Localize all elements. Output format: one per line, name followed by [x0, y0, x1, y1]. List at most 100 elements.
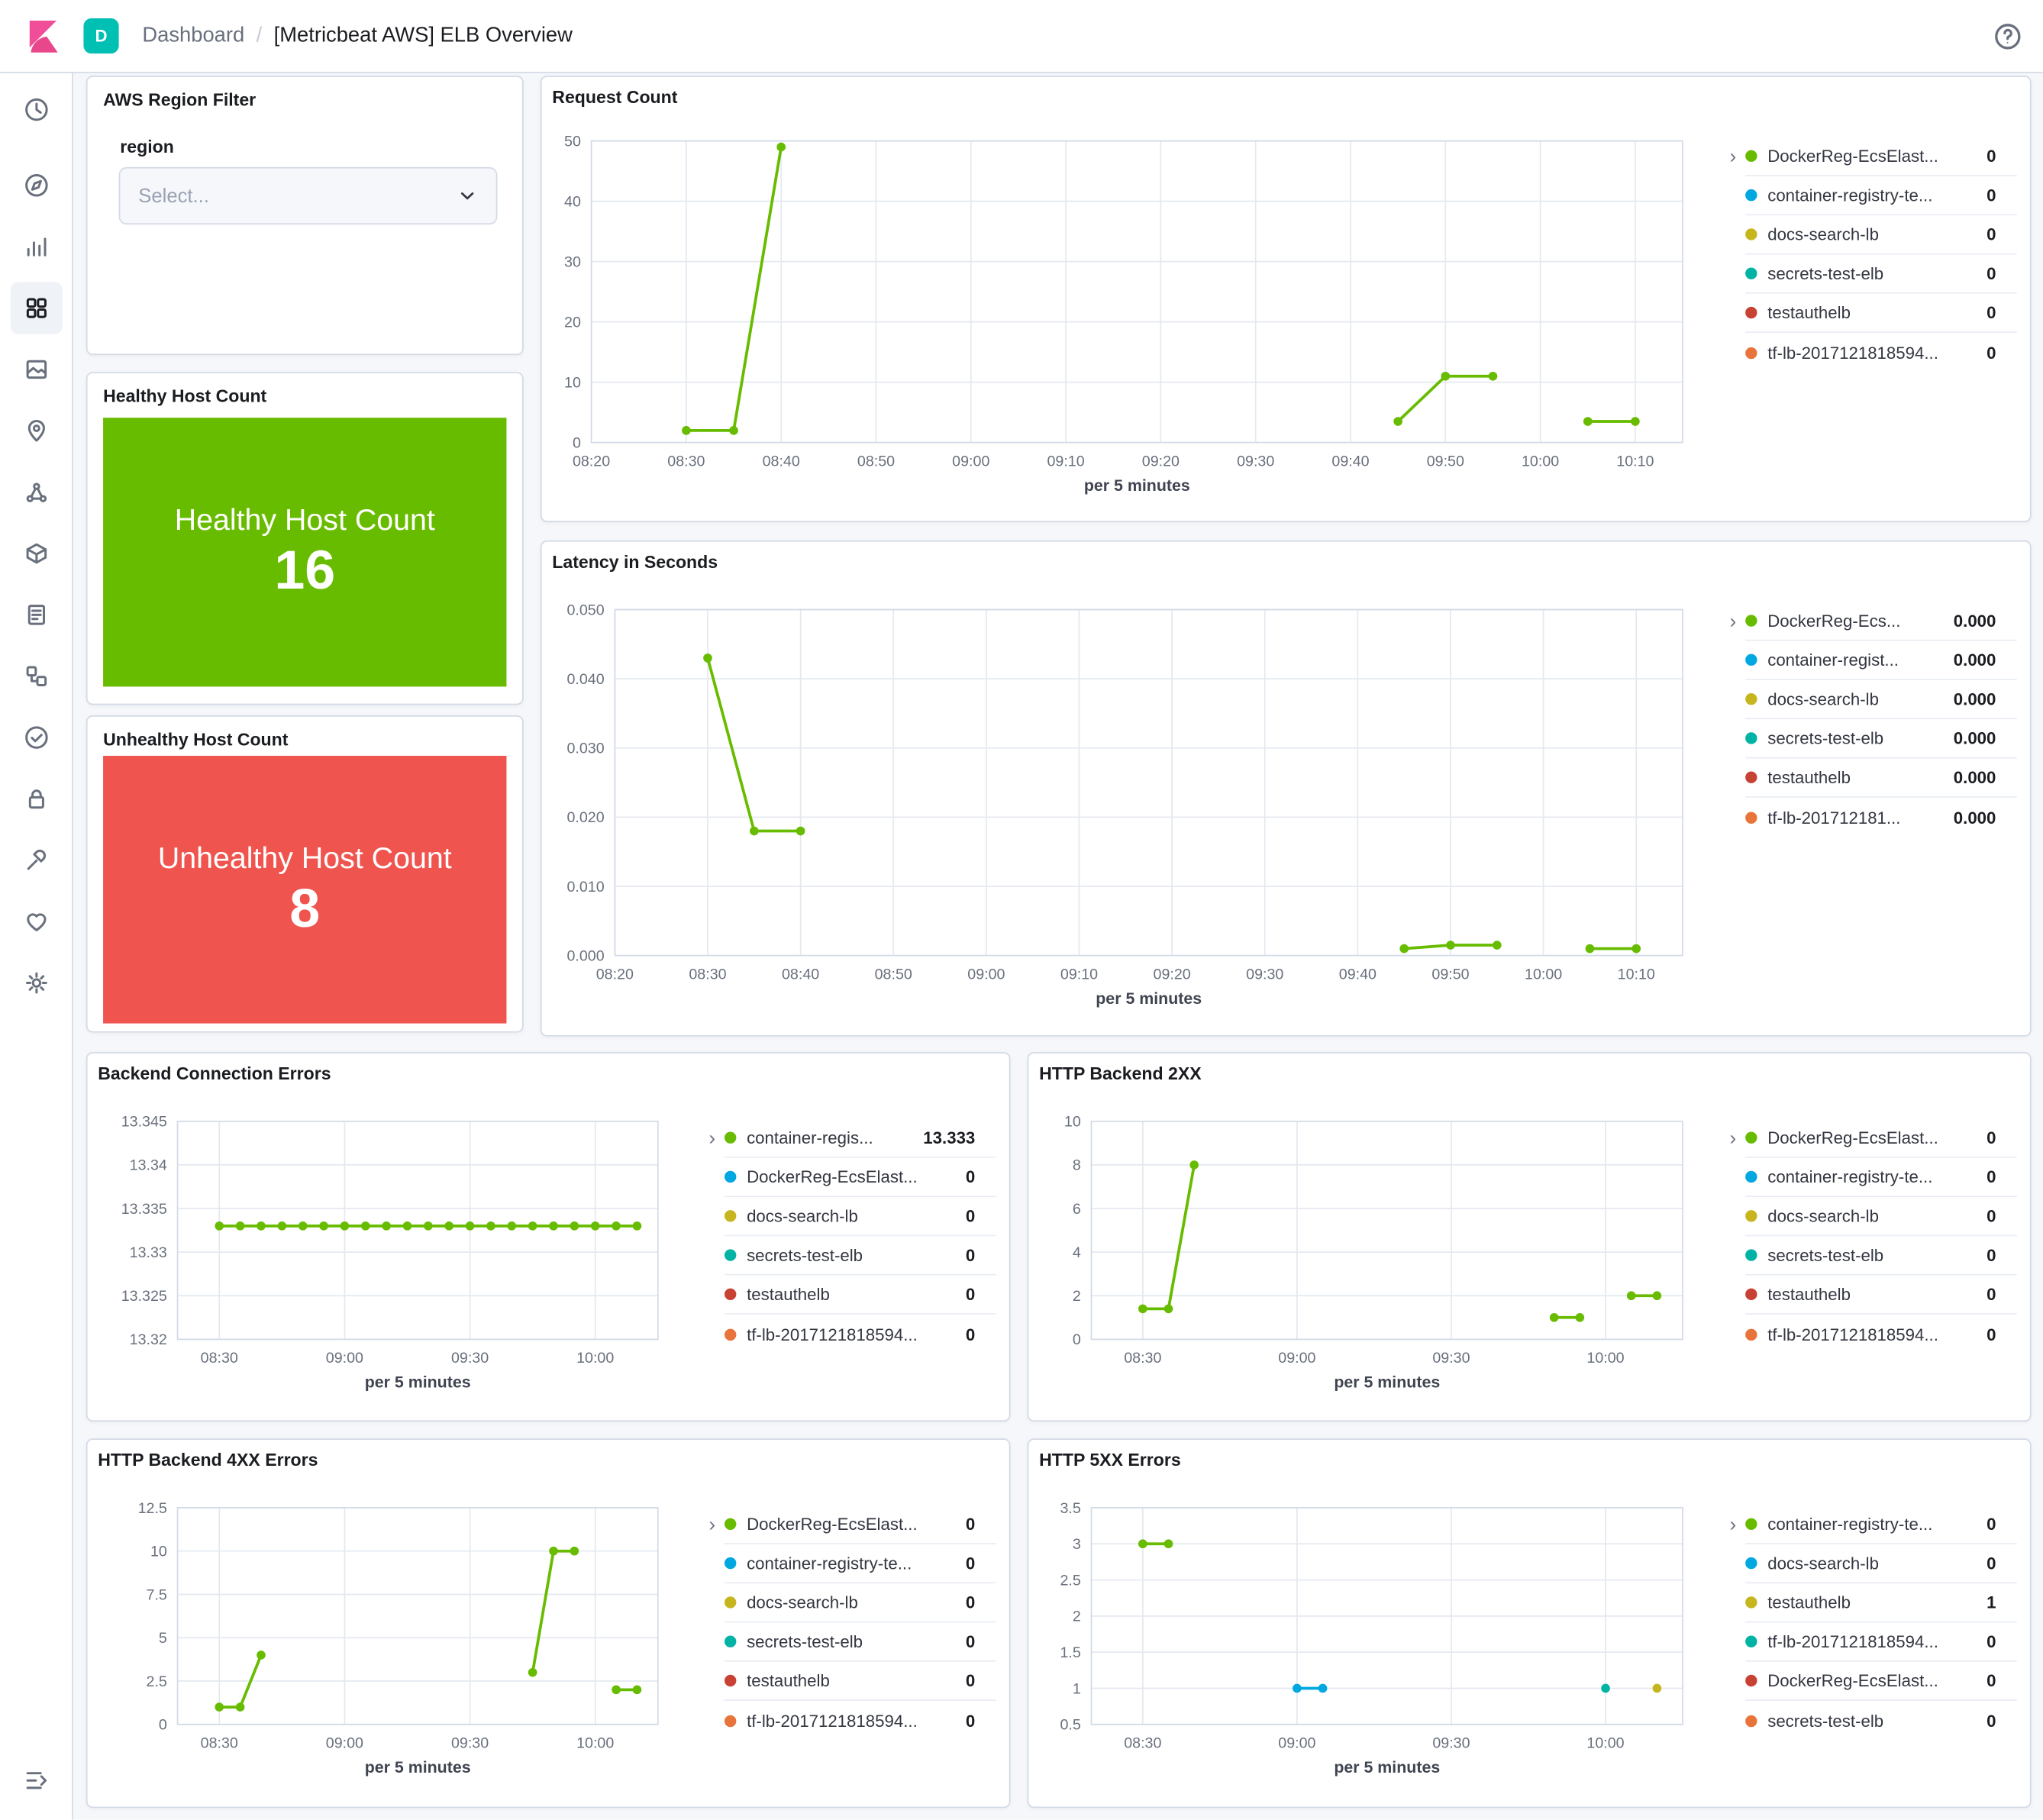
kibana-logo[interactable]	[21, 14, 65, 58]
legend-series-label: container-registry-te...	[747, 1553, 912, 1573]
legend-item[interactable]: tf-lb-2017121818594... 0	[724, 1315, 996, 1354]
sidebar-item-logs[interactable]	[10, 589, 62, 641]
legend-series-value: 0	[1987, 1514, 1996, 1534]
legend-item[interactable]: container-registry-te... 0	[1745, 1505, 2017, 1544]
legend-series-value: 0	[965, 1167, 976, 1187]
svg-text:13.335: 13.335	[121, 1201, 167, 1218]
legend-item[interactable]: DockerReg-EcsElast... 0	[724, 1505, 996, 1544]
legend-item[interactable]: DockerReg-EcsElast... 0	[1745, 137, 2017, 176]
legend-item[interactable]: container-registry-te... 0	[1745, 1158, 2017, 1197]
metric-value: 16	[274, 539, 336, 601]
legend-series-value: 0	[1987, 1284, 1996, 1305]
legend-item[interactable]: DockerReg-EcsElast... 0	[1745, 1662, 2017, 1701]
sidebar-item-infrastructure[interactable]	[10, 528, 62, 579]
sidebar-item-stack-monitoring[interactable]	[10, 895, 62, 947]
svg-text:08:30: 08:30	[689, 966, 726, 983]
sidebar-item-machine-learning[interactable]	[10, 466, 62, 518]
sidebar-item-maps[interactable]	[10, 405, 62, 457]
legend-item[interactable]: docs-search-lb 0	[1745, 1544, 2017, 1584]
legend-item[interactable]: tf-lb-2017121818594... 0	[1745, 1315, 2017, 1354]
legend-item[interactable]: testauthelb 0	[1745, 1276, 2017, 1315]
legend-series-value: 0	[1987, 146, 1996, 166]
legend-series-value: 0	[965, 1553, 976, 1573]
legend-item[interactable]: testauthelb 0	[724, 1662, 996, 1701]
legend-series-value: 0.000	[1953, 767, 1996, 788]
legend-collapse-icon[interactable]: ›	[1729, 1128, 1737, 1150]
sidebar-item-visualize[interactable]	[10, 221, 62, 273]
svg-text:08:50: 08:50	[857, 453, 895, 470]
legend-item[interactable]: docs-search-lb 0	[724, 1197, 996, 1237]
legend-collapse-icon[interactable]: ›	[1729, 1514, 1737, 1537]
legend-item[interactable]: tf-lb-2017121818594... 0	[1745, 1622, 2017, 1662]
svg-text:50: 50	[564, 134, 581, 150]
sidebar-item-dev-tools[interactable]	[10, 834, 62, 886]
panel-title: Latency in Seconds	[552, 552, 718, 572]
svg-text:13.33: 13.33	[130, 1244, 167, 1261]
svg-text:09:00: 09:00	[967, 966, 1005, 983]
legend-series-value: 0	[965, 1324, 976, 1344]
legend-series-label: container-registry-te...	[1767, 1514, 1933, 1534]
legend-series-value: 0	[965, 1592, 976, 1612]
legend-item[interactable]: secrets-test-elb 0	[1745, 1236, 2017, 1276]
legend-collapse-icon[interactable]: ›	[1729, 146, 1737, 169]
legend-item[interactable]: secrets-test-elb 0	[1745, 1701, 2017, 1740]
legend-item[interactable]: testauthelb 0	[724, 1276, 996, 1315]
legend-item[interactable]: container-regist... 0.000	[1745, 641, 2017, 680]
sidebar-item-uptime[interactable]	[10, 712, 62, 763]
legend-collapse-icon[interactable]: ›	[708, 1128, 716, 1150]
legend-item[interactable]: container-registry-te... 0	[724, 1544, 996, 1584]
legend-item[interactable]: container-registry-te... 0	[1745, 176, 2017, 216]
series-color-dot	[1745, 1328, 1757, 1341]
svg-text:08:30: 08:30	[667, 453, 705, 470]
legend-item[interactable]: testauthelb 1	[1745, 1583, 2017, 1623]
legend-item[interactable]: docs-search-lb 0	[1745, 1197, 2017, 1237]
panel-title: HTTP Backend 2XX	[1039, 1063, 1202, 1084]
legend-item[interactable]: container-regis... 13.333	[724, 1118, 996, 1158]
legend-item[interactable]: secrets-test-elb 0	[724, 1622, 996, 1662]
sidebar-item-dashboard[interactable]	[9, 282, 63, 334]
legend-item[interactable]: DockerReg-EcsElast... 0	[724, 1158, 996, 1197]
legend-item[interactable]: docs-search-lb 0.000	[1745, 680, 2017, 720]
svg-text:13.32: 13.32	[130, 1331, 167, 1348]
legend-item[interactable]: tf-lb-2017121818594... 0	[724, 1701, 996, 1740]
sidebar-item-canvas[interactable]	[10, 344, 62, 395]
legend-series-label: docs-search-lb	[747, 1592, 858, 1612]
legend-item[interactable]: DockerReg-Ecs... 0.000	[1745, 602, 2017, 641]
legend-item[interactable]: tf-lb-2017121818594... 0	[1745, 333, 2017, 372]
svg-text:10:00: 10:00	[1586, 1350, 1624, 1367]
sidebar-expand-button[interactable]	[11, 1754, 63, 1806]
legend-item[interactable]: testauthelb 0.000	[1745, 758, 2017, 798]
region-select[interactable]: Select...	[118, 166, 498, 225]
legend-item[interactable]: docs-search-lb 0	[1745, 215, 2017, 255]
legend-item[interactable]: DockerReg-EcsElast... 0	[1745, 1118, 2017, 1158]
sidebar-item-security[interactable]	[10, 773, 62, 824]
panel-http-5xx: HTTP 5XX Errors 0.5 1 1.5 2 2.5 3 3.5 08:30 09:0…	[1027, 1438, 2032, 1809]
request-count-legend: DockerReg-EcsElast... 0 container-registry…	[1745, 137, 2017, 373]
sidebar-item-apm[interactable]	[10, 650, 62, 702]
legend-series-label: docs-search-lb	[747, 1205, 858, 1226]
sidebar-item-recently-viewed[interactable]	[10, 83, 62, 135]
breadcrumb-dashboard[interactable]: Dashboard	[142, 24, 245, 47]
svg-text:08:40: 08:40	[782, 966, 819, 983]
svg-text:08:30: 08:30	[201, 1350, 238, 1367]
legend-item[interactable]: secrets-test-elb 0	[1745, 254, 2017, 294]
series-color-dot	[1745, 1674, 1757, 1687]
space-badge[interactable]: D	[83, 18, 119, 54]
legend-item[interactable]: secrets-test-elb 0	[724, 1236, 996, 1276]
legend-collapse-icon[interactable]: ›	[708, 1514, 716, 1537]
legend-item[interactable]: docs-search-lb 0	[724, 1583, 996, 1623]
http-5xx-chart: 0.5 1 1.5 2 2.5 3 3.5 08:30 09:00 09:30 10:00 per 5…	[1028, 1484, 1707, 1791]
panel-title: Backend Connection Errors	[98, 1063, 331, 1084]
legend-collapse-icon[interactable]: ›	[1729, 611, 1737, 634]
sidebar-item-discover[interactable]	[10, 160, 62, 211]
legend-item[interactable]: secrets-test-elb 0.000	[1745, 719, 2017, 759]
help-icon[interactable]	[1993, 21, 2022, 50]
sidebar-item-management[interactable]	[10, 957, 62, 1008]
legend-item[interactable]: tf-lb-201712181... 0.000	[1745, 798, 2017, 837]
svg-text:per 5 minutes: per 5 minutes	[365, 1373, 471, 1392]
svg-text:09:30: 09:30	[1246, 966, 1283, 983]
legend-item[interactable]: testauthelb 0	[1745, 294, 2017, 334]
series-color-dot	[1745, 267, 1757, 279]
legend-series-label: secrets-test-elb	[1767, 263, 1884, 284]
